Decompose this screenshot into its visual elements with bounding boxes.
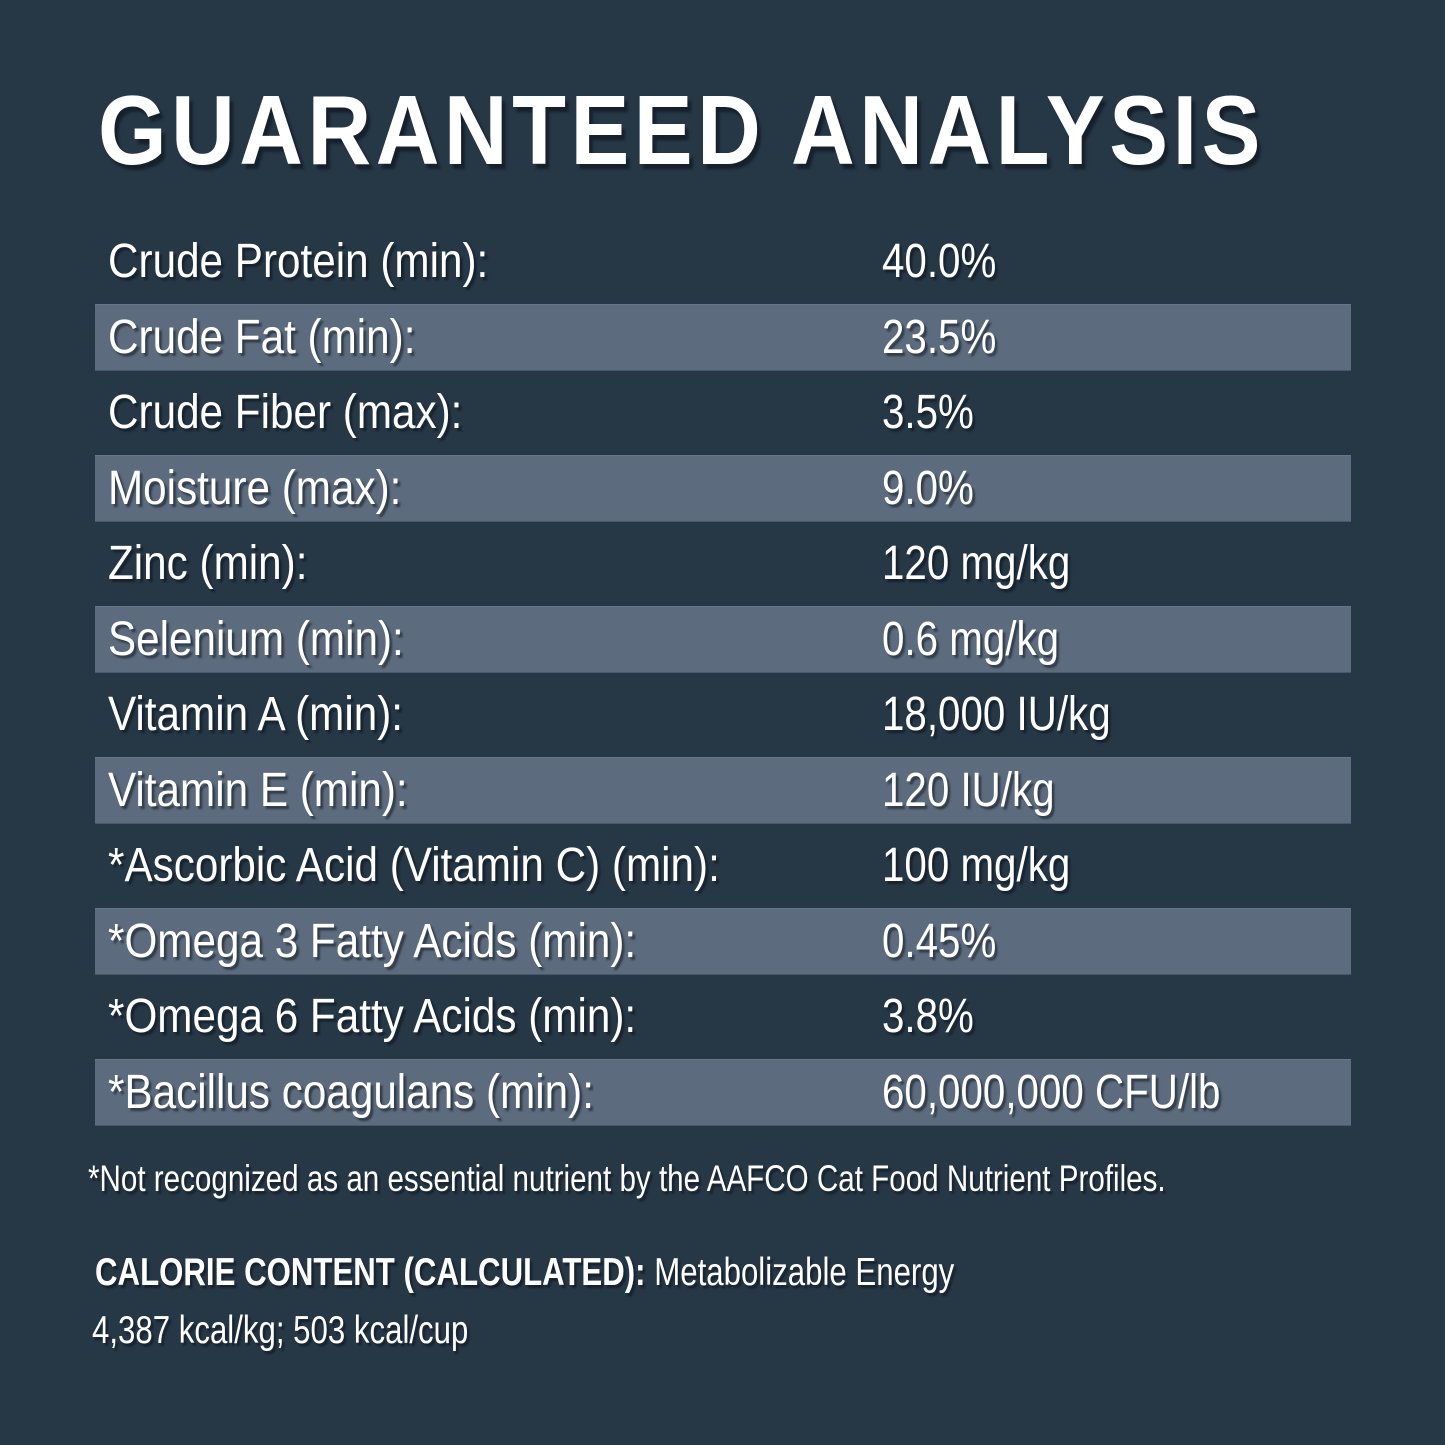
table-row: Zinc (min): 120 mg/kg (95, 526, 1351, 602)
row-value: 0.6 mg/kg (882, 612, 1060, 666)
row-label: *Omega 6 Fatty Acids (min): (108, 990, 637, 1044)
row-value: 3.5% (882, 386, 974, 440)
row-label: Vitamin A (min): (108, 688, 404, 742)
table-row: Vitamin E (min): 120 IU/kg (95, 753, 1351, 829)
table-row: *Bacillus coagulans (min): 60,000,000 CF… (95, 1055, 1351, 1131)
row-label: Selenium (min): (108, 612, 404, 666)
row-label: *Omega 3 Fatty Acids (min): (108, 914, 637, 968)
row-value: 40.0% (882, 235, 997, 289)
row-label: *Ascorbic Acid (Vitamin C) (min): (108, 839, 720, 893)
row-value: 120 mg/kg (882, 537, 1071, 591)
calorie-content-line: CALORIE CONTENT (CALCULATED): Metaboliza… (95, 1250, 954, 1297)
table-row: Selenium (min): 0.6 mg/kg (95, 602, 1351, 678)
table-row: *Omega 3 Fatty Acids (min): 0.45% (95, 904, 1351, 980)
row-value: 18,000 IU/kg (882, 688, 1111, 742)
calorie-subheading: Metabolizable Energy (645, 1251, 955, 1294)
row-value: 3.8% (882, 990, 974, 1044)
table-row: Vitamin A (min): 18,000 IU/kg (95, 677, 1351, 753)
row-label: Zinc (min): (108, 537, 308, 591)
row-value: 120 IU/kg (882, 763, 1055, 817)
row-label: Crude Fiber (max): (108, 386, 463, 440)
row-value: 9.0% (882, 461, 974, 515)
row-label: Crude Fat (min): (108, 310, 416, 364)
table-row: Crude Fat (min): 23.5% (95, 300, 1351, 376)
table-row: *Omega 6 Fatty Acids (min): 3.8% (95, 979, 1351, 1055)
page-title: GUARANTEED ANALYSIS (98, 75, 1265, 185)
row-value: 0.45% (882, 914, 997, 968)
row-label: *Bacillus coagulans (min): (108, 1065, 594, 1119)
table-row: *Ascorbic Acid (Vitamin C) (min): 100 mg… (95, 828, 1351, 904)
row-value: 100 mg/kg (882, 839, 1071, 893)
footnote: *Not recognized as an essential nutrient… (88, 1158, 1166, 1199)
table-row: Moisture (max): 9.0% (95, 451, 1351, 527)
row-value: 60,000,000 CFU/lb (882, 1065, 1221, 1119)
row-label: Moisture (max): (108, 461, 402, 515)
table-row: Crude Fiber (max): 3.5% (95, 375, 1351, 451)
row-value: 23.5% (882, 310, 997, 364)
row-label: Vitamin E (min): (108, 763, 408, 817)
calorie-values: 4,387 kcal/kg; 503 kcal/cup (92, 1309, 469, 1352)
analysis-table: Crude Protein (min): 40.0% Crude Fat (mi… (95, 224, 1351, 1130)
row-label: Crude Protein (min): (108, 235, 489, 289)
table-row: Crude Protein (min): 40.0% (95, 224, 1351, 300)
calorie-heading: CALORIE CONTENT (CALCULATED): (95, 1251, 646, 1294)
